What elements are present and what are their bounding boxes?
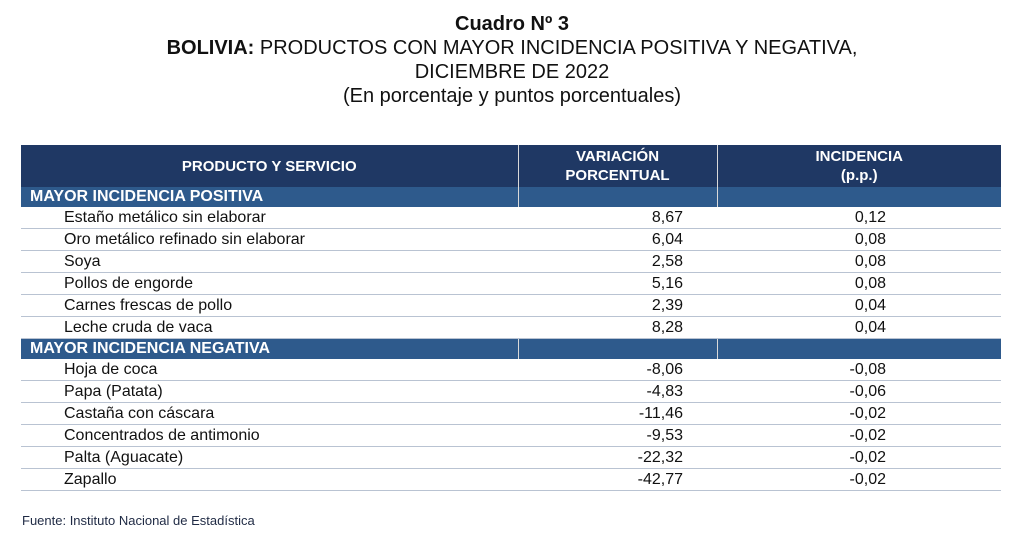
variation-cell: 5,16 [518, 272, 717, 295]
table-header-row: PRODUCTO Y SERVICIO VARIACIÓN PORCENTUAL … [21, 145, 1001, 187]
product-cell: Palta (Aguacate) [21, 446, 518, 469]
incidence-cell: 0,08 [717, 272, 1001, 295]
variation-cell: -9,53 [518, 424, 717, 447]
product-cell: Papa (Patata) [21, 380, 518, 403]
incidence-cell: 0,08 [717, 228, 1001, 251]
table-body: MAYOR INCIDENCIA POSITIVA Estaño metálico… [21, 187, 1001, 491]
variation-cell: -11,46 [518, 402, 717, 425]
table-row: Estaño metálico sin elaborar 8,67 0,12 [21, 207, 1001, 229]
incidence-cell: 0,04 [717, 294, 1001, 317]
section-blank-incidence [716, 338, 1001, 359]
table-row: Concentrados de antimonio -9,53 -0,02 [21, 424, 1001, 447]
variation-cell: -8,06 [518, 359, 717, 381]
variation-cell: -42,77 [518, 468, 717, 491]
table-row: Soya 2,58 0,08 [21, 250, 1001, 273]
table-row: Oro metálico refinado sin elaborar 6,04 0,… [21, 228, 1001, 251]
table-row: Palta (Aguacate) -22,32 -0,02 [21, 446, 1001, 469]
product-cell: Soya [21, 250, 518, 273]
product-cell: Zapallo [21, 468, 518, 491]
table-title-block: Cuadro Nº 3 BOLIVIA: PRODUCTOS CON MAYOR… [0, 12, 1024, 108]
table-title: BOLIVIA: PRODUCTOS CON MAYOR INCIDENCIA … [0, 36, 1024, 60]
incidence-cell: -0,02 [717, 468, 1001, 491]
section-label: MAYOR INCIDENCIA NEGATIVA [21, 338, 518, 359]
incidence-cell: 0,08 [717, 250, 1001, 273]
table-title-country: BOLIVIA: [166, 37, 255, 59]
variation-cell: -4,83 [518, 380, 717, 403]
header-incidence-line2: (p.p.) [840, 167, 878, 184]
header-incidence-line1: INCIDENCIA [815, 148, 903, 165]
table-row: Carnes frescas de pollo 2,39 0,04 [21, 294, 1001, 317]
table-row: Leche cruda de vaca 8,28 0,04 [21, 316, 1001, 339]
product-cell: Castaña con cáscara [21, 402, 518, 425]
table-row: Castaña con cáscara -11,46 -0,02 [21, 402, 1001, 425]
incidence-cell: -0,02 [717, 424, 1001, 447]
section-header-row: MAYOR INCIDENCIA POSITIVA [21, 187, 1001, 207]
section-header-row: MAYOR INCIDENCIA NEGATIVA [21, 338, 1001, 359]
variation-cell: 6,04 [518, 228, 717, 251]
product-cell: Pollos de engorde [21, 272, 518, 295]
product-cell: Hoja de coca [21, 359, 518, 381]
incidence-cell: -0,02 [717, 402, 1001, 425]
source-note: Fuente: Instituto Nacional de Estadístic… [22, 513, 255, 528]
product-cell: Oro metálico refinado sin elaborar [21, 228, 518, 251]
table-row: Hoja de coca -8,06 -0,08 [21, 359, 1001, 381]
variation-cell: 2,58 [518, 250, 717, 273]
incidence-cell: -0,08 [717, 359, 1001, 381]
table-row: Pollos de engorde 5,16 0,08 [21, 272, 1001, 295]
section-blank-incidence [716, 187, 1001, 207]
incidence-cell: -0,02 [717, 446, 1001, 469]
table-row: Papa (Patata) -4,83 -0,06 [21, 380, 1001, 403]
product-cell: Leche cruda de vaca [21, 316, 518, 339]
header-product: PRODUCTO Y SERVICIO [21, 145, 518, 187]
variation-cell: 2,39 [518, 294, 717, 317]
section-label: MAYOR INCIDENCIA POSITIVA [21, 187, 518, 207]
incidence-cell: -0,06 [717, 380, 1001, 403]
variation-cell: 8,28 [518, 316, 717, 339]
header-variation: VARIACIÓN PORCENTUAL [517, 145, 717, 187]
section-blank-variation [517, 187, 717, 207]
variation-cell: 8,67 [518, 207, 717, 229]
header-incidence: INCIDENCIA (p.p.) [716, 145, 1001, 187]
product-cell: Concentrados de antimonio [21, 424, 518, 447]
incidence-cell: 0,04 [717, 316, 1001, 339]
incidence-table: PRODUCTO Y SERVICIO VARIACIÓN PORCENTUAL … [21, 145, 1001, 491]
table-number: Cuadro Nº 3 [455, 13, 569, 35]
variation-cell: -22,32 [518, 446, 717, 469]
table-row: Zapallo -42,77 -0,02 [21, 468, 1001, 491]
incidence-cell: 0,12 [717, 207, 1001, 229]
product-cell: Estaño metálico sin elaborar [21, 207, 518, 229]
section-blank-variation [517, 338, 717, 359]
header-variation-line1: VARIACIÓN [575, 148, 660, 165]
table-subtitle: (En porcentaje y puntos porcentuales) [343, 85, 681, 107]
table-title-date: DICIEMBRE DE 2022 [414, 61, 610, 83]
header-variation-line2: PORCENTUAL [565, 167, 670, 184]
table-title-text: PRODUCTOS CON MAYOR INCIDENCIA POSITIVA … [254, 37, 858, 59]
product-cell: Carnes frescas de pollo [21, 294, 518, 317]
